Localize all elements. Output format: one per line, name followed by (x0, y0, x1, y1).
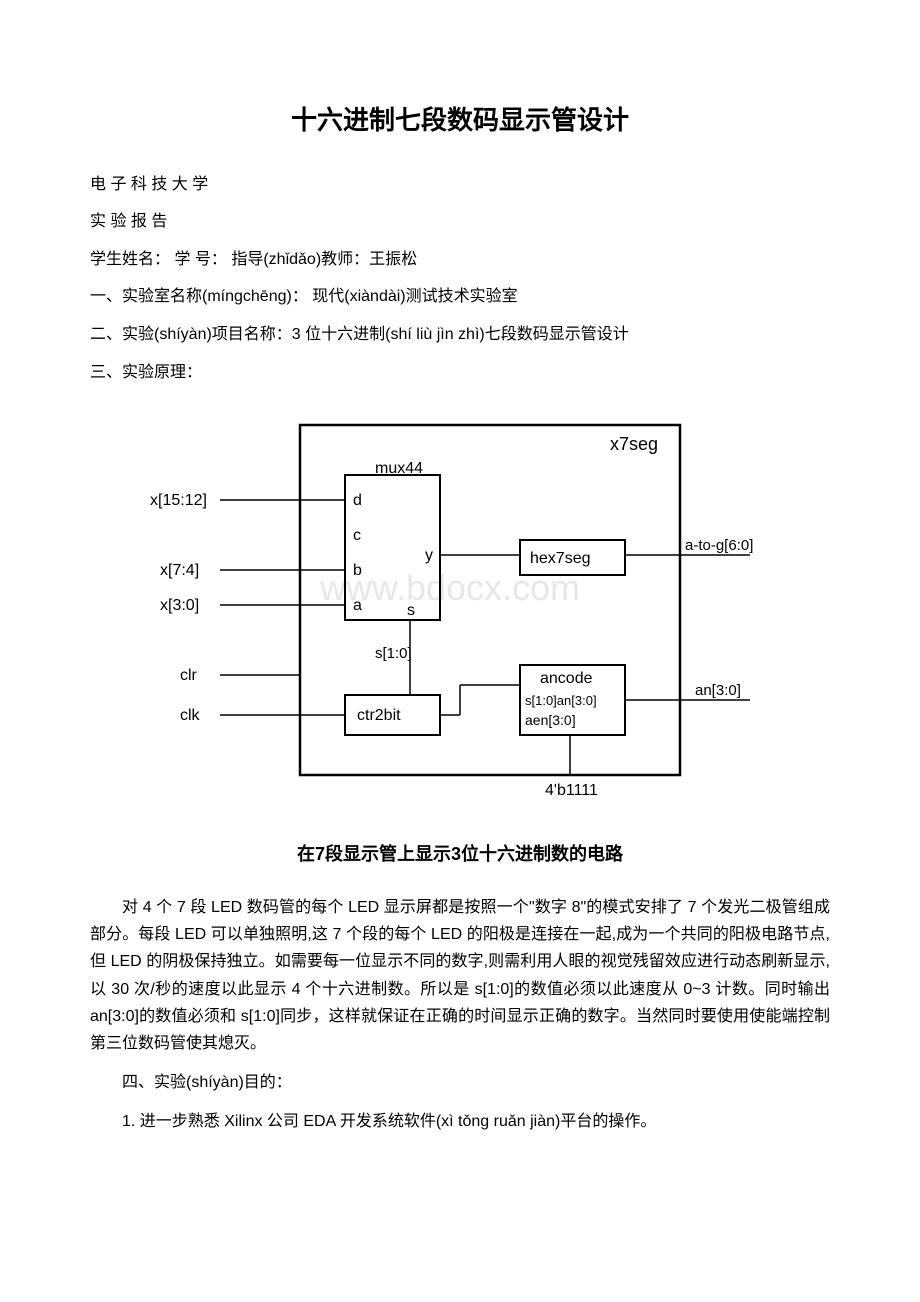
doc-title: 十六进制七段数码显示管设计 (90, 100, 830, 142)
diagram-caption: 在7段显示管上显示3位十六进制数的电路 (150, 840, 770, 869)
sig-x3-0: x[3:0] (160, 597, 199, 614)
mux-port-d: d (353, 492, 362, 509)
sel-label: s[1:0] (375, 645, 412, 662)
mux-port-c: c (353, 527, 361, 544)
mux-title: mux44 (375, 460, 423, 477)
const-label: 4'b1111 (545, 782, 598, 799)
mux-port-b: b (353, 562, 362, 579)
list-item-1: 1. 进一步熟悉 Xilinx 公司 EDA 开发系统软件(xì tǒng ru… (90, 1108, 830, 1135)
ancode-l1: s[1:0]an[3:0] (525, 693, 597, 708)
mux-port-y: y (425, 547, 433, 564)
ctr-title: ctr2bit (357, 707, 401, 724)
mux-port-s: s (407, 602, 415, 619)
ancode-title: ancode (540, 670, 593, 687)
sig-x15-12: x[15:12] (150, 492, 207, 509)
mux-port-a: a (353, 597, 362, 614)
sig-an: an[3:0] (695, 682, 741, 699)
body-paragraph: 对 4 个 7 段 LED 数码管的每个 LED 显示屏都是按照一个"数字 8"… (90, 894, 830, 1057)
outer-box-label: x7seg (610, 434, 658, 454)
circuit-diagram: www.bdocx.com x7seg mux44 d c b a y s he… (90, 405, 830, 869)
diagram-svg: www.bdocx.com x7seg mux44 d c b a y s he… (150, 405, 770, 825)
header-line-5: 三、实验原理： (90, 360, 830, 386)
header-line-4: 二、实验(shíyàn)项目名称：3 位十六进制(shí liù jìn zhì… (90, 322, 830, 348)
ancode-l2: aen[3:0] (525, 712, 576, 728)
hex-title: hex7seg (530, 550, 591, 567)
sig-clk: clk (180, 707, 201, 724)
sig-clr: clr (180, 667, 198, 684)
header-line-0: 电 子 科 技 大 学 (90, 172, 830, 198)
sig-atog: a-to-g[6:0] (685, 537, 753, 554)
header-line-3: 一、实验室名称(míngchēng)： 现代(xiàndài)测试技术实验室 (90, 284, 830, 310)
section-4-heading: 四、实验(shíyàn)目的： (90, 1069, 830, 1096)
header-line-2: 学生姓名： 学 号： 指导(zhǐdǎo)教师：王振松 (90, 247, 830, 273)
header-line-1: 实 验 报 告 (90, 209, 830, 235)
sig-x7-4: x[7:4] (160, 562, 199, 579)
